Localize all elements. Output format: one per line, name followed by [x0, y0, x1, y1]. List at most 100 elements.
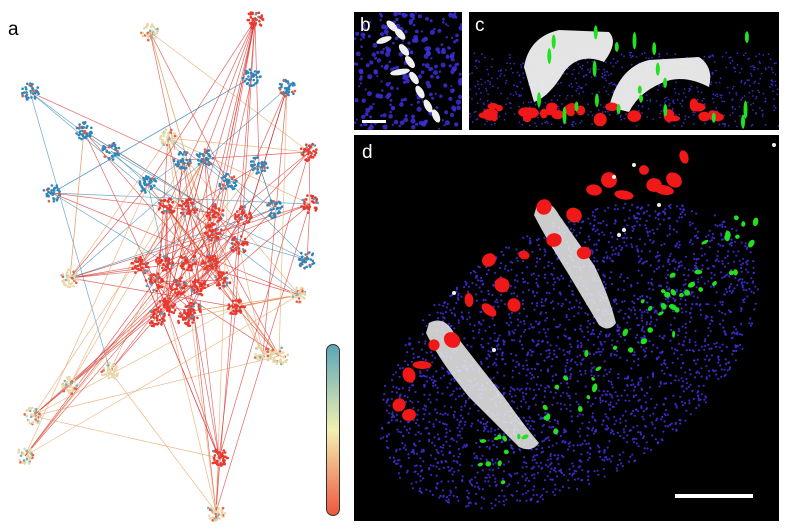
network-node [175, 284, 178, 287]
network-node [284, 360, 288, 364]
nucleus [709, 240, 712, 243]
nucleus [692, 397, 695, 400]
nucleus [422, 460, 425, 463]
white-signal [394, 28, 406, 40]
network-node [107, 157, 111, 160]
nucleus [513, 113, 516, 115]
nucleus [488, 447, 491, 450]
nucleus [473, 52, 476, 55]
nucleus [633, 351, 636, 354]
network-node [185, 158, 188, 162]
nucleus [566, 358, 569, 361]
nucleus [772, 90, 774, 93]
nucleus [441, 453, 444, 456]
green-signals [536, 25, 749, 129]
nucleus [445, 431, 448, 434]
network-node [256, 162, 260, 166]
nucleus [540, 431, 543, 434]
nucleus [516, 387, 519, 390]
nucleus [680, 377, 683, 380]
nucleus [475, 482, 478, 485]
nucleus [533, 308, 536, 311]
nucleus [448, 12, 452, 15]
nucleus [563, 334, 566, 337]
network-node [110, 144, 114, 147]
network-node [225, 178, 229, 181]
nucleus [743, 54, 745, 57]
white-signal [405, 55, 415, 69]
nucleus [478, 445, 481, 449]
network-node [259, 359, 263, 362]
nucleus [646, 447, 649, 450]
nucleus [562, 431, 566, 434]
nucleus [681, 362, 684, 365]
nucleus [545, 349, 548, 352]
network-node [250, 26, 253, 29]
nucleus [458, 94, 462, 99]
network-node [29, 447, 32, 451]
nucleus [751, 90, 754, 92]
network-node [256, 346, 259, 350]
white-signal [609, 57, 711, 112]
nucleus [521, 391, 524, 394]
nucleus [491, 458, 494, 461]
nucleus [610, 394, 613, 397]
nucleus [631, 203, 634, 206]
nucleus [578, 413, 581, 416]
micrograph-d [379, 143, 776, 510]
nucleus [477, 485, 480, 488]
network-node [197, 303, 201, 306]
nucleus [549, 478, 552, 481]
nucleus [585, 443, 588, 446]
nucleus [454, 63, 458, 67]
nucleus [674, 260, 677, 263]
nucleus [570, 307, 573, 310]
nucleus [508, 54, 511, 56]
nucleus [537, 238, 540, 241]
nucleus [355, 31, 360, 36]
nucleus [483, 497, 486, 500]
network-node [205, 149, 209, 152]
nucleus [736, 125, 738, 128]
network-node [33, 97, 37, 100]
nucleus [471, 121, 474, 123]
network-node [272, 212, 276, 215]
nucleus [454, 398, 457, 401]
nucleus [417, 74, 423, 79]
nucleus [645, 321, 649, 324]
nucleus [475, 276, 478, 279]
network-graph-panel: a [0, 0, 350, 529]
network-node [279, 354, 283, 358]
nucleus [391, 390, 394, 393]
network-node [234, 312, 237, 316]
network-node [32, 413, 35, 417]
network-node [200, 292, 203, 296]
nucleus [367, 34, 371, 38]
nucleus [637, 104, 640, 107]
network-node [258, 19, 261, 23]
nucleus [724, 225, 727, 228]
nucleus [439, 412, 442, 415]
nucleus [543, 390, 546, 393]
nucleus [572, 125, 575, 128]
network-node [177, 153, 181, 156]
network-node [157, 310, 160, 313]
nucleus [605, 90, 608, 93]
network-node [269, 355, 273, 358]
nucleus [467, 497, 470, 500]
nucleus [705, 376, 708, 379]
network-node [197, 162, 201, 166]
nucleus [731, 87, 734, 90]
nucleus [749, 72, 752, 75]
nucleus [544, 331, 547, 334]
network-node [254, 156, 257, 160]
network-node [151, 321, 154, 325]
nucleus [744, 52, 747, 55]
nucleus [446, 302, 449, 306]
nucleus [574, 77, 577, 80]
network-node [75, 281, 78, 285]
nucleus [471, 422, 474, 425]
network-node [194, 284, 198, 288]
network-node [134, 264, 137, 268]
nucleus [595, 249, 598, 252]
